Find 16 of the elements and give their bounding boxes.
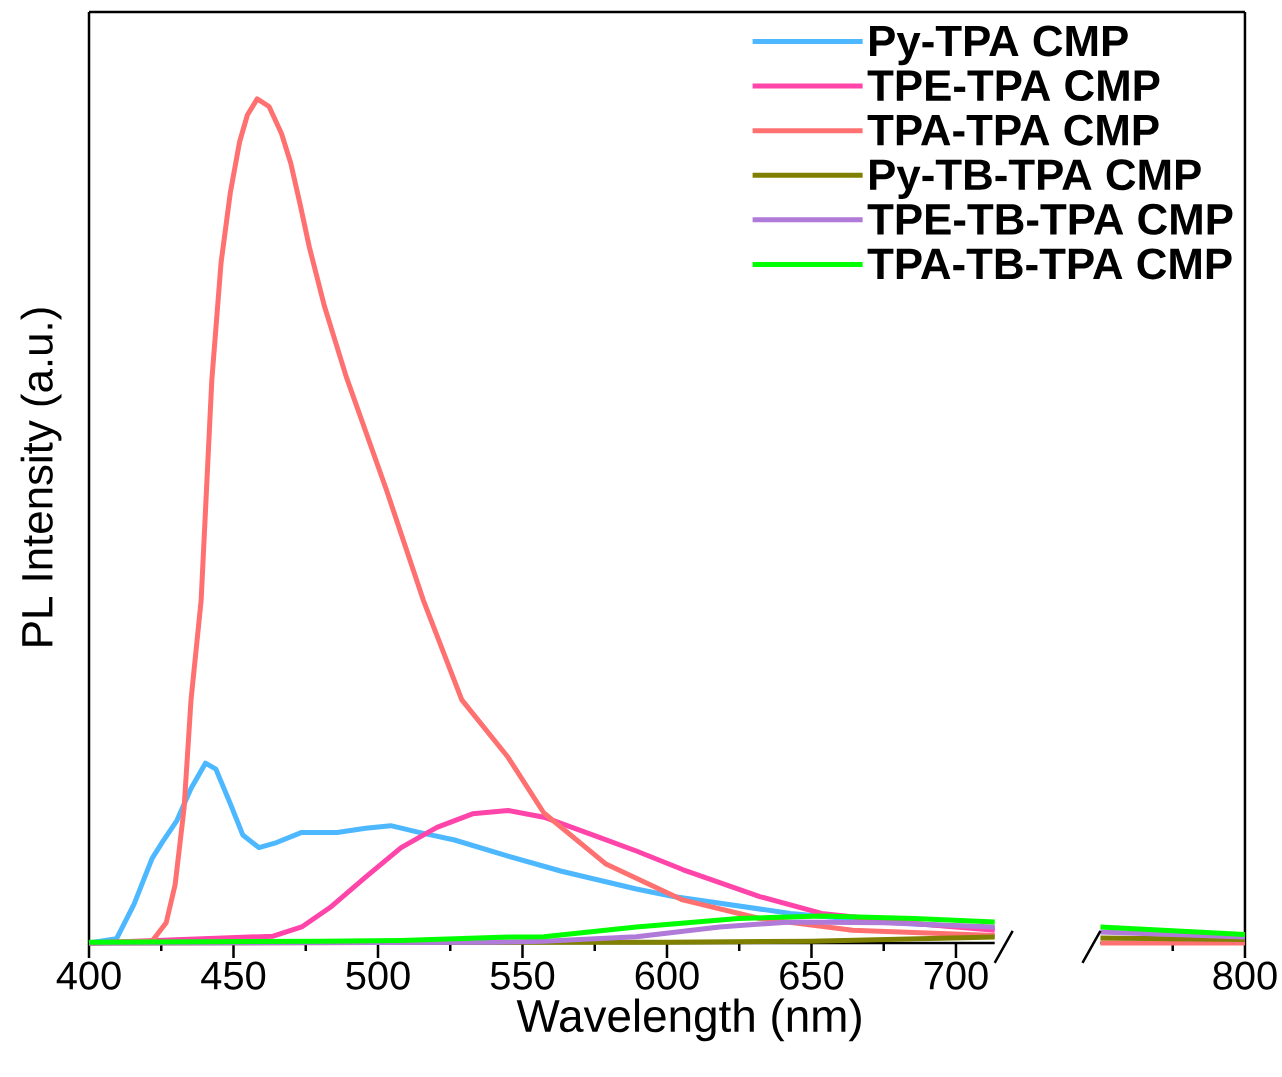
legend-label: TPE-TB-TPA CMP <box>867 203 1233 235</box>
legend-label: TPE-TPA CMP <box>867 70 1160 102</box>
legend-label: TPA-TPA CMP <box>867 114 1159 146</box>
x-tick-label: 450 <box>201 961 266 990</box>
x-tick-label: 800 <box>1213 961 1277 990</box>
x-tick-label: 500 <box>346 961 410 990</box>
x-tick-label: 600 <box>635 961 699 990</box>
x-axis-title: Wavelength (nm) <box>516 998 861 1042</box>
legend-label: Py-TB-TPA CMP <box>870 159 1201 199</box>
legend-label: TPA-TB-TPA CMP <box>867 248 1232 280</box>
x-tick-label: 400 <box>56 961 121 990</box>
x-tick-label: 650 <box>780 961 844 990</box>
legend-label: Py-TPA CMP <box>870 25 1128 66</box>
y-axis-title: PL Intensity (a.u.) <box>20 308 62 646</box>
x-tick-label: 550 <box>490 961 555 990</box>
x-tick-label: 700 <box>924 961 988 990</box>
